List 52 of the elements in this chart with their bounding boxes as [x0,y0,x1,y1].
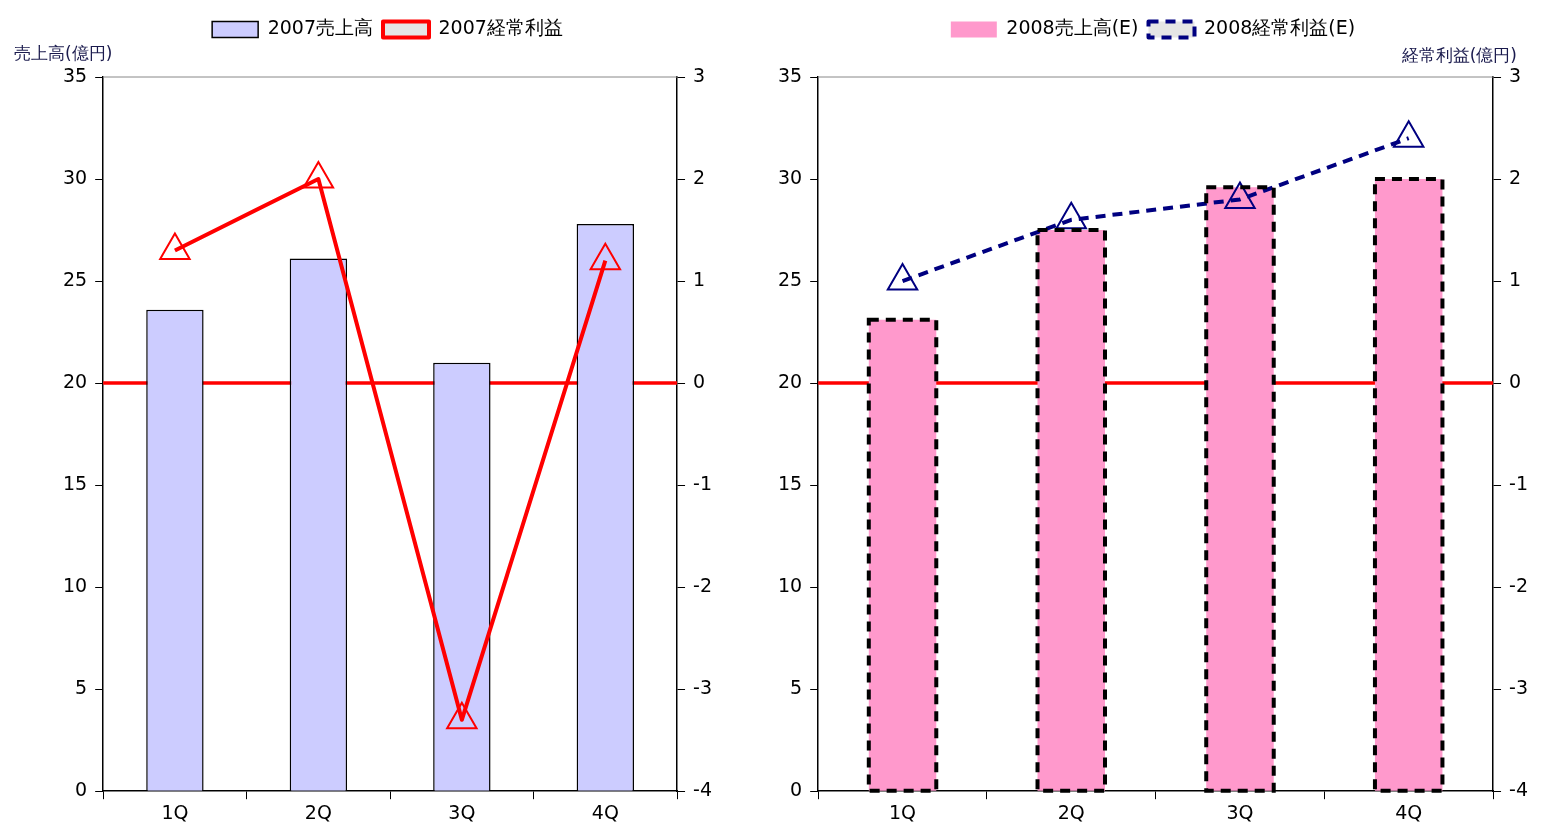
legend-label: 2008売上高(E) [1006,16,1139,39]
y2-tick-label: -3 [693,676,713,699]
y2-tick-label: 1 [1509,267,1522,290]
point [1055,201,1087,230]
point [1392,120,1425,148]
y-tick-label: 20 [777,370,803,393]
point [1224,181,1256,209]
y-tick-label: 5 [790,676,803,699]
y2-tick-label: -1 [1509,472,1529,495]
y-tick-label: 15 [62,472,88,495]
y-tick-label: 0 [75,778,88,801]
y-tick-label: 25 [62,267,88,290]
legend-label: 2007売上高 [267,16,374,39]
y2-tick-label: 3 [693,63,706,86]
y2-tick-label: 1 [693,267,706,290]
y-axis-title: 売上高(億円) [14,42,113,65]
x-tick-label: 4Q [1395,800,1423,823]
y-tick-label: 15 [777,472,803,495]
y-tick-label: 30 [777,165,803,188]
legend-label: 2008経常利益(E) [1204,16,1356,39]
point [886,263,919,291]
x-tick-label: 1Q [161,800,189,823]
y-tick-label: 0 [790,778,803,801]
y2-tick-label: 0 [693,370,706,393]
y2-tick-label: -1 [693,472,713,495]
y-tick-label: 10 [777,574,803,597]
legend-label: 2007経常利益 [438,16,563,39]
y2-tick-label: -2 [1509,574,1529,597]
x-tick-label: 2Q [304,800,332,823]
y2-tick-label: 2 [693,165,706,188]
y-tick-label: 10 [62,574,88,597]
x-tick-label: 4Q [591,800,619,823]
point [589,242,622,271]
x-tick-label: 1Q [889,800,917,823]
y-tick-label: 30 [62,165,88,188]
y-tick-label: 25 [777,267,803,290]
y2-tick-label: 2 [1509,165,1522,188]
y2-tick-label: 0 [1509,370,1522,393]
y-tick-label: 5 [75,676,88,699]
y2-tick-label: -4 [1509,778,1529,801]
y-tick-label: 35 [777,63,803,86]
y2-tick-label: -2 [693,574,713,597]
y2-tick-label: -3 [1509,676,1529,699]
y-tick-label: 35 [62,63,88,86]
point [446,701,478,730]
x-tick-label: 3Q [1226,800,1254,823]
y2-tick-label: -4 [693,778,713,801]
point [302,161,335,189]
x-tick-label: 2Q [1057,800,1085,823]
y-tick-label: 20 [62,370,88,393]
point [159,232,191,260]
x-tick-label: 3Q [448,800,476,823]
